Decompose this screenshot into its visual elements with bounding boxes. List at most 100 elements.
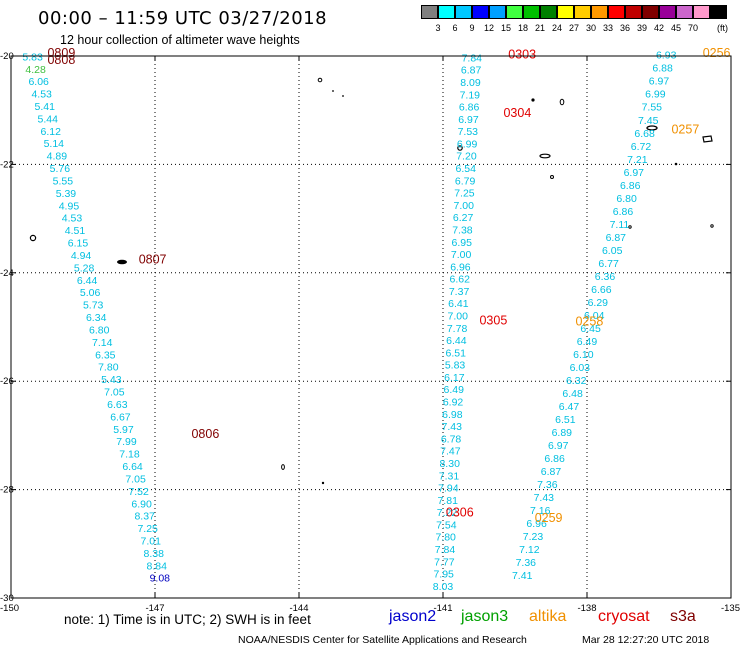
longitude-label: -144 [289, 603, 308, 614]
wave-height-value: 7.21 [627, 154, 648, 166]
wave-height-value: 4.89 [47, 151, 68, 163]
wave-height-value: 7.52 [128, 486, 149, 498]
map-grid [11, 56, 731, 598]
longitude-label: -138 [577, 603, 596, 614]
wave-height-value: 8.09 [460, 77, 481, 89]
longitude-label: -150 [0, 603, 19, 614]
wave-height-value: 9.08 [150, 573, 171, 585]
colorbar-label: 18 [517, 23, 528, 33]
pass-time-label: 0259 [535, 511, 563, 525]
wave-height-value: 7.45 [638, 115, 659, 127]
wave-height-value: 5.73 [83, 300, 104, 312]
footnote: note: 1) Time is in UTC; 2) SWH is in fe… [64, 612, 311, 627]
colorbar-swatch [438, 5, 455, 19]
wave-height-value: 6.54 [456, 163, 477, 175]
colorbar-label: 30 [585, 23, 596, 33]
colorbar-label: 24 [551, 23, 562, 33]
pass-time-label: 0304 [503, 106, 531, 120]
map-title: 00:00 – 11:59 UTC 03/27/2018 [38, 8, 328, 29]
wave-height-value: 5.39 [56, 188, 77, 200]
wave-height-value: 7.77 [434, 556, 455, 568]
map-frame [10, 55, 732, 599]
wave-height-value: 6.98 [442, 409, 463, 421]
island [317, 77, 323, 83]
wave-height-value: 7.12 [519, 544, 540, 556]
wave-height-value: 6.97 [649, 76, 670, 88]
wave-height-value: 7.38 [452, 224, 473, 236]
wave-height-value: 8.84 [147, 560, 168, 572]
map-subtitle: 12 hour collection of altimeter wave hei… [60, 33, 300, 47]
wave-height-value: 6.64 [122, 461, 143, 473]
wave-height-value: 6.92 [443, 397, 464, 409]
wave-height-value: 7.84 [435, 544, 456, 556]
wave-height-value: 7.43 [441, 421, 462, 433]
wave-height-value: 5.83 [445, 360, 466, 372]
pass-time-label: 0806 [191, 427, 219, 441]
colorbar-swatch [472, 5, 489, 19]
wave-height-value: 6.63 [107, 399, 128, 411]
wave-height-value: 7.55 [642, 102, 663, 114]
wave-height-value: 7.41 [512, 570, 533, 582]
wave-height-value: 5.44 [38, 113, 59, 125]
island [117, 259, 127, 265]
colorbar-swatch [710, 5, 727, 19]
wave-height-value: 6.51 [555, 414, 576, 426]
colorbar-label: 6 [452, 23, 458, 33]
wave-height-value: 5.83 [22, 51, 43, 63]
wave-height-value: 7.25 [137, 523, 158, 535]
legend-s3a: s3a [670, 608, 696, 625]
island [531, 98, 535, 102]
wave-height-value: 7.14 [92, 337, 113, 349]
wave-height-value: 7.23 [523, 531, 544, 543]
wave-height-value: 6.06 [28, 76, 49, 88]
colorbar-swatch [557, 5, 574, 19]
colorbar-label: 36 [619, 23, 630, 33]
wave-height-value: 6.89 [552, 427, 573, 439]
generation-timestamp: Mar 28 12:27:20 UTC 2018 [582, 634, 710, 646]
wave-height-value: 7.05 [104, 387, 125, 399]
latitude-label: -28 [0, 485, 14, 496]
wave-height-value: 6.66 [591, 284, 612, 296]
wave-height-value: 7.00 [448, 311, 469, 323]
wave-height-value: 6.51 [446, 347, 467, 359]
wave-height-value: 6.97 [624, 167, 645, 179]
latitude-label: -26 [0, 376, 14, 387]
colorbar-label: 42 [653, 23, 664, 33]
wave-height-value: 7.37 [449, 286, 470, 298]
legend-jason2: jason2 [389, 608, 437, 625]
wave-height-value: 7.36 [537, 479, 558, 491]
wave-height-value: 6.44 [77, 275, 98, 287]
wave-height-value: 6.96 [526, 518, 547, 530]
wave-height-value: 6.97 [458, 114, 479, 126]
wave-height-value: 6.88 [652, 63, 673, 75]
wave-height-value: 6.86 [613, 206, 634, 218]
longitude-label: -141 [433, 603, 452, 614]
longitude-label: -147 [145, 603, 164, 614]
island [281, 464, 285, 470]
colorbar-swatch [676, 5, 693, 19]
wave-height-value: 6.41 [448, 298, 469, 310]
wave-height-value: 6.99 [457, 138, 478, 150]
wave-height-value: 6.15 [68, 238, 89, 250]
wave-height-value: 6.34 [86, 312, 107, 324]
colorbar-swatch [523, 5, 540, 19]
legend-altika: altika [529, 608, 567, 625]
wave-height-value: 7.36 [516, 557, 537, 569]
longitude-label: -135 [721, 603, 740, 614]
colorbar-label: 12 [483, 23, 494, 33]
colorbar-label: 33 [602, 23, 613, 33]
colorbar-label: 70 [687, 23, 698, 33]
colorbar-unit: (ft) [717, 23, 728, 33]
wave-height-value: 7.84 [462, 52, 483, 64]
wave-height-value: 6.77 [598, 258, 619, 270]
wave-height-value: 6.17 [444, 372, 465, 384]
island [29, 234, 37, 242]
wave-height-value: 7.11 [610, 219, 630, 231]
island [628, 225, 632, 229]
wave-height-value: 6.99 [645, 89, 666, 101]
latitude-label: -30 [0, 593, 14, 604]
wave-height-value: 5.06 [80, 287, 101, 299]
wave-height-value: 6.04 [584, 310, 605, 322]
wave-height-value: 6.44 [446, 335, 467, 347]
